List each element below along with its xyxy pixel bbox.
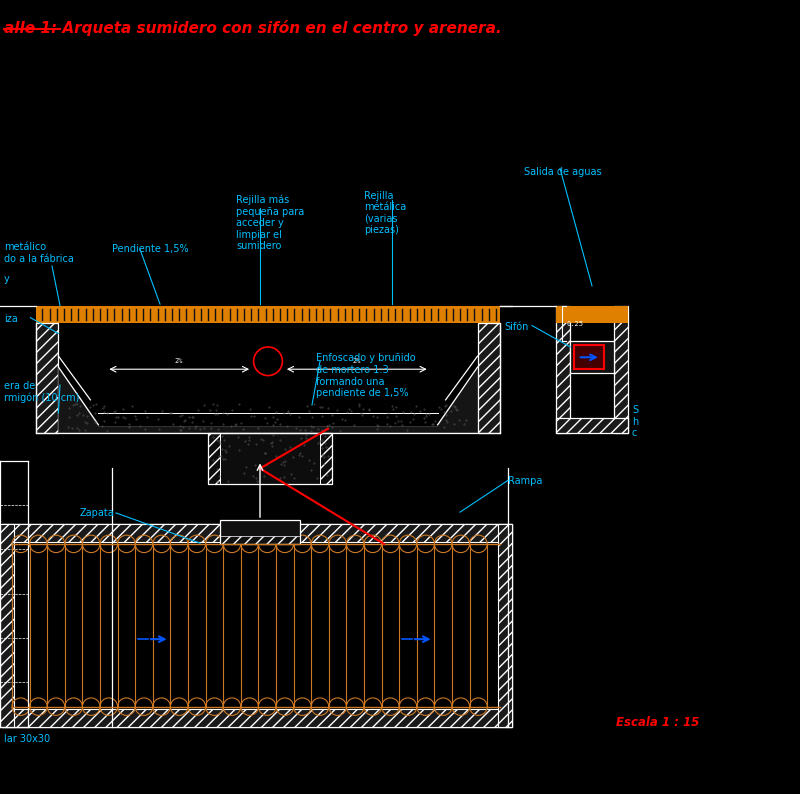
Text: 2%: 2%: [175, 358, 183, 364]
Text: Zapata: Zapata: [80, 508, 114, 518]
Text: 0.25: 0.25: [566, 321, 583, 326]
Text: alle 1: Arqueta sumidero con sifón en el centro y arenera.: alle 1: Arqueta sumidero con sifón en el…: [4, 20, 502, 36]
Text: iza: iza: [4, 314, 18, 324]
Text: 2%: 2%: [353, 358, 361, 364]
Bar: [320, 433, 332, 484]
Bar: [478, 323, 500, 433]
Bar: [556, 306, 570, 433]
Text: Rejilla más
pequeña para
acceder y
limpiar el
sumidero: Rejilla más pequeña para acceder y limpi…: [236, 195, 304, 252]
Bar: [2, 524, 512, 727]
Bar: [570, 341, 614, 373]
Text: metálico: metálico: [4, 242, 46, 252]
Text: Rampa: Rampa: [508, 476, 542, 487]
Bar: [0, 524, 512, 542]
Bar: [614, 306, 628, 433]
Text: y: y: [4, 274, 10, 284]
Bar: [208, 433, 332, 484]
Bar: [574, 345, 604, 369]
Text: Enfoscado y bruñido
de mortero 1:3
formando una
pendiente de 1,5%: Enfoscado y bruñido de mortero 1:3 forma…: [316, 353, 416, 398]
Bar: [36, 306, 500, 323]
Bar: [0, 524, 14, 727]
Text: Sifón: Sifón: [504, 322, 528, 332]
Text: Escala 1 : 15: Escala 1 : 15: [616, 716, 699, 729]
Text: era de: era de: [4, 381, 35, 391]
Bar: [208, 433, 220, 484]
Bar: [220, 536, 300, 544]
Text: Rejilla
métálica
(varias
piezas): Rejilla métálica (varias piezas): [364, 191, 406, 235]
Bar: [556, 306, 628, 323]
Polygon shape: [58, 367, 478, 433]
Bar: [498, 524, 512, 727]
Text: rmigón (10 cm): rmigón (10 cm): [4, 392, 79, 403]
Text: Salida de aguas: Salida de aguas: [524, 167, 602, 177]
Bar: [0, 709, 512, 727]
Text: S
h
c: S h c: [632, 405, 638, 438]
Text: lar 30x30: lar 30x30: [4, 734, 50, 744]
Bar: [36, 323, 58, 433]
Bar: [556, 418, 628, 433]
Text: do a la fábrica: do a la fábrica: [4, 254, 74, 264]
Text: Pendiente 1,5%: Pendiente 1,5%: [112, 244, 189, 254]
Bar: [220, 520, 300, 544]
